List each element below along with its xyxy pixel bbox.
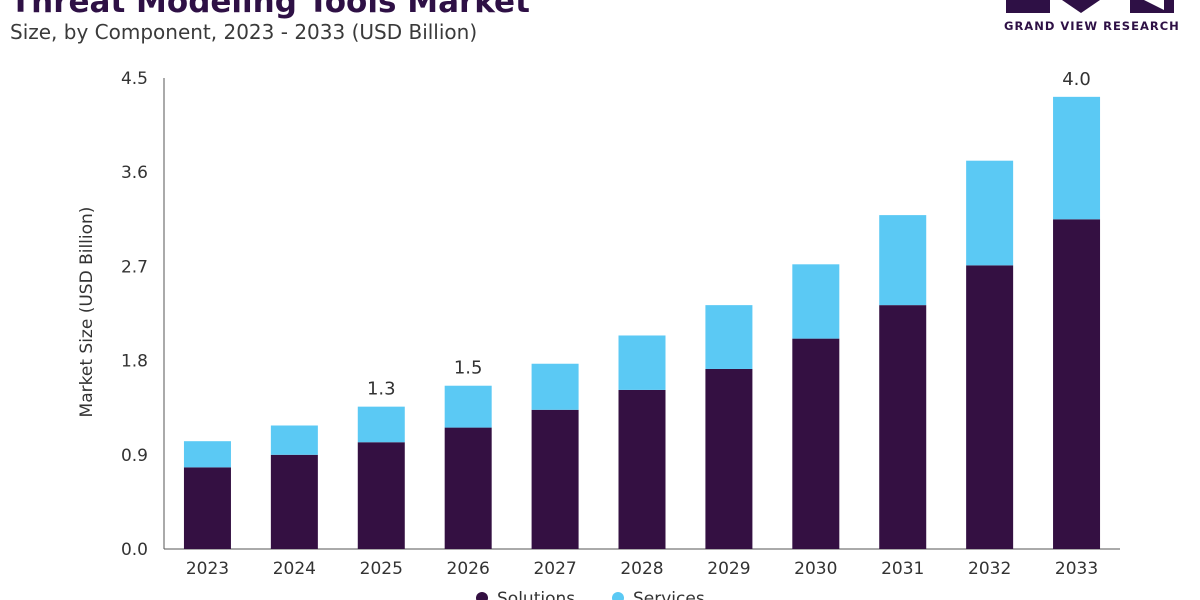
bar-services-2023: [183, 441, 231, 468]
y-tick-label: 4.5: [121, 69, 148, 89]
x-tick-label: 2023: [186, 559, 229, 579]
bar-services-2029: [705, 305, 753, 369]
total-label-2026: 1.5: [454, 358, 483, 379]
bar-solutions-2027: [531, 409, 579, 549]
bar-solutions-2028: [618, 389, 666, 549]
y-tick-label: 3.6: [121, 163, 148, 183]
legend-label-services: Services: [633, 589, 705, 600]
bar-services-2025: [357, 406, 405, 443]
x-tick-label: 2027: [533, 559, 576, 579]
bar-solutions-2033: [1053, 219, 1101, 550]
y-tick-label: 0.0: [121, 540, 148, 560]
y-axis-ticks: 0.0 0.9 1.8 2.7 3.6 4.5: [121, 69, 148, 560]
bar-solutions-2030: [792, 338, 840, 549]
bars-group: [183, 96, 1101, 550]
x-tick-label: 2026: [447, 559, 490, 579]
bar-solutions-2024: [270, 454, 318, 549]
chart-subtitle: Size, by Component, 2023 - 2033 (USD Bil…: [10, 20, 478, 44]
bar-services-2031: [879, 215, 927, 306]
x-tick-label: 2024: [273, 559, 316, 579]
legend-label-solutions: Solutions: [497, 589, 575, 600]
bar-services-2024: [270, 425, 318, 455]
bar-services-2030: [792, 264, 840, 339]
x-tick-label: 2030: [794, 559, 837, 579]
y-tick-label: 0.9: [121, 446, 148, 466]
x-tick-label: 2029: [707, 559, 750, 579]
bar-solutions-2029: [705, 368, 753, 549]
x-tick-label: 2033: [1055, 559, 1098, 579]
brand-name: GRAND VIEW RESEARCH: [1004, 19, 1180, 33]
chart-title: Threat Modeling Tools Market: [10, 0, 530, 20]
total-labels: 1.3 1.5 4.0: [367, 69, 1091, 400]
total-label-2025: 1.3: [367, 379, 396, 400]
total-label-2033: 4.0: [1062, 69, 1091, 90]
x-tick-label: 2032: [968, 559, 1011, 579]
y-tick-label: 2.7: [121, 257, 148, 277]
bar-services-2027: [531, 363, 579, 410]
x-tick-label: 2025: [360, 559, 403, 579]
bar-services-2028: [618, 335, 666, 390]
x-axis-ticks: 2023 2024 2025 2026 2027 2028 2029 2030 2031 2032…: [186, 559, 1098, 579]
y-axis-title: Market Size (USD Billion): [77, 207, 97, 418]
y-tick-label: 1.8: [121, 352, 148, 372]
legend-marker-services: [612, 592, 624, 600]
legend: Solutions Services: [476, 589, 705, 600]
brand-logo-icon: [1006, 0, 1174, 13]
bar-solutions-2031: [879, 305, 927, 549]
bar-solutions-2026: [444, 427, 492, 549]
bar-services-2033: [1053, 96, 1101, 220]
legend-marker-solutions: [476, 592, 488, 600]
bar-services-2032: [966, 160, 1014, 266]
x-tick-label: 2028: [620, 559, 663, 579]
bar-solutions-2025: [357, 442, 405, 549]
bar-solutions-2032: [966, 265, 1014, 549]
x-tick-label: 2031: [881, 559, 924, 579]
bar-services-2026: [444, 385, 492, 428]
bar-solutions-2023: [183, 467, 231, 549]
